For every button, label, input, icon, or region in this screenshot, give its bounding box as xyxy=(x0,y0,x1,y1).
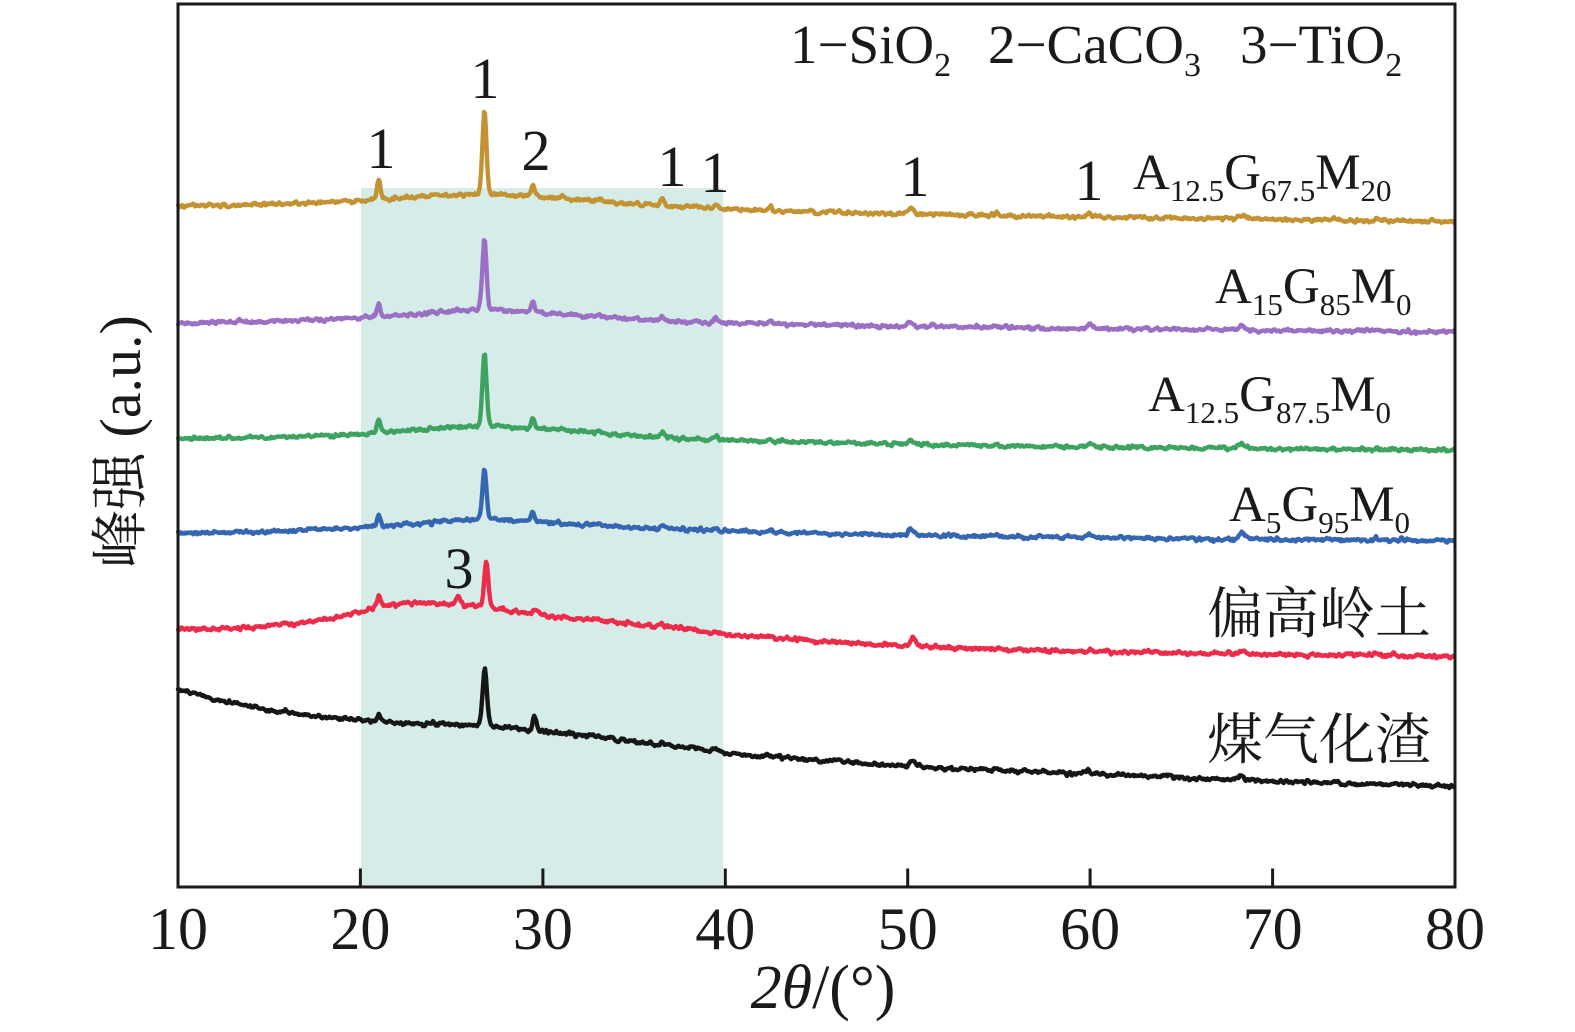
svg-text:1: 1 xyxy=(658,134,687,199)
svg-text:40: 40 xyxy=(695,896,755,962)
svg-text:A12.5​G87.5​M0​: A12.5​G87.5​M0​ xyxy=(1148,367,1391,430)
svg-text:2θ/(°): 2θ/(°) xyxy=(751,954,896,1022)
svg-text:1−SiO2: 1−SiO2 xyxy=(790,14,951,84)
svg-text:20: 20 xyxy=(330,896,390,962)
svg-text:70: 70 xyxy=(1243,896,1303,962)
svg-text:2: 2 xyxy=(522,118,551,183)
svg-text:1: 1 xyxy=(701,140,730,205)
svg-text:1: 1 xyxy=(1075,148,1104,213)
svg-text:80: 80 xyxy=(1425,896,1485,962)
svg-text:10: 10 xyxy=(148,896,208,962)
svg-text:60: 60 xyxy=(1060,896,1120,962)
svg-text:1: 1 xyxy=(901,144,930,209)
svg-text:1: 1 xyxy=(367,116,396,181)
svg-text:3: 3 xyxy=(445,536,474,601)
svg-text:50: 50 xyxy=(878,896,938,962)
svg-text:A15​G85​M0​: A15​G85​M0​ xyxy=(1215,259,1412,322)
svg-text:1: 1 xyxy=(471,46,500,111)
svg-text:30: 30 xyxy=(513,896,573,962)
svg-text:A12.5​G67.5​M20​: A12.5​G67.5​M20​ xyxy=(1133,145,1392,208)
svg-text:A5​G95​M0​: A5​G95​M0​ xyxy=(1229,477,1410,540)
svg-text:2−CaCO3: 2−CaCO3 xyxy=(988,14,1201,84)
svg-text:(a.u.): (a.u.) xyxy=(88,315,153,452)
svg-text:3−TiO2: 3−TiO2 xyxy=(1240,14,1402,84)
